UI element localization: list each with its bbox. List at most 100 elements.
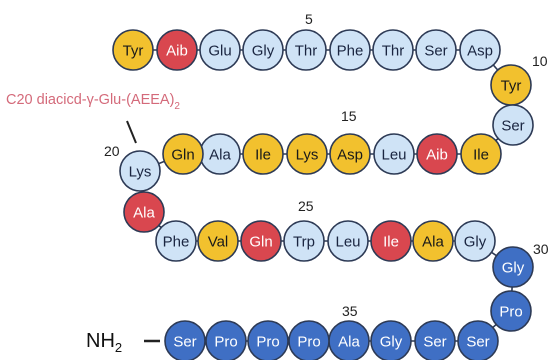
residue-label: Trp: [293, 234, 315, 251]
residue-label: Tyr: [123, 43, 144, 60]
residue-circle: [370, 320, 412, 360]
residue-38-pro: Pro: [205, 320, 247, 360]
residue-circle: [412, 220, 454, 262]
residue-label: Ala: [209, 147, 231, 164]
residue-label: Gly: [502, 260, 525, 277]
position-label-25: 25: [298, 198, 314, 214]
residue-label: Lys: [129, 164, 152, 181]
residue-circle: [415, 29, 457, 71]
residue-label: Gln: [249, 234, 272, 251]
residue-30-gly: Gly: [492, 246, 534, 288]
residue-circle: [460, 133, 502, 175]
residue-circle: [283, 220, 325, 262]
residue-23-val: Val: [197, 220, 239, 262]
residue-13-aib: Aib: [416, 133, 458, 175]
residue-circle: [285, 29, 327, 71]
position-label-10: 10: [532, 53, 548, 69]
residue-circle: [242, 29, 284, 71]
residue-circle: [205, 320, 247, 360]
residue-19-gln: Gln: [162, 133, 204, 175]
residue-label: Leu: [381, 147, 406, 164]
residue-17-ile: Ile: [242, 133, 284, 175]
residue-label: Ser: [423, 334, 446, 351]
modification-label: C20 diacicd-γ-Glu-(AEEA)2: [6, 92, 180, 112]
residue-label: Gly: [380, 334, 403, 351]
residue-31-pro: Pro: [490, 290, 532, 332]
residue-circle: [492, 246, 534, 288]
residue-label: Val: [208, 234, 229, 251]
position-label-30: 30: [533, 241, 549, 257]
residue-circle: [242, 133, 284, 175]
residue-circle: [156, 29, 198, 71]
n-terminus-label: NH2: [86, 330, 122, 355]
residue-label: Phe: [163, 234, 190, 251]
residue-14-leu: Leu: [373, 133, 415, 175]
residue-label: Aib: [166, 43, 188, 60]
residue-25-trp: Trp: [283, 220, 325, 262]
residue-26-leu: Leu: [327, 220, 369, 262]
residue-label: Tyr: [501, 78, 522, 95]
residue-label: Pro: [499, 304, 522, 321]
residue-label: Asp: [337, 147, 363, 164]
residue-circle: [459, 29, 501, 71]
residue-label: Leu: [335, 234, 360, 251]
residue-label: Gly: [464, 234, 487, 251]
residue-label: Pro: [214, 334, 237, 351]
residue-10-tyr: Tyr: [490, 64, 532, 106]
residue-circle: [112, 29, 154, 71]
residue-5-thr: Thr: [285, 29, 327, 71]
residue-label: Ser: [466, 334, 489, 351]
residue-label: Ser: [173, 334, 196, 351]
residue-label: Gln: [171, 147, 194, 164]
residue-33-ser: Ser: [414, 320, 456, 360]
residue-label: Pro: [256, 334, 279, 351]
residue-11-ser: Ser: [492, 104, 534, 146]
residue-24-gln: Gln: [240, 220, 282, 262]
residue-label: Ala: [338, 334, 360, 351]
position-label-20: 20: [104, 143, 120, 159]
residue-label: Asp: [467, 43, 493, 60]
residue-label: Ile: [473, 147, 489, 164]
residue-circle: [490, 290, 532, 332]
residue-39-ser: Ser: [164, 320, 206, 360]
modification-label-main: C20 diacicd-γ-Glu-(AEEA): [6, 92, 174, 108]
position-label-35: 35: [342, 303, 358, 319]
residue-label: Ile: [255, 147, 271, 164]
residue-29-gly: Gly: [454, 220, 496, 262]
peptide-backbone: [133, 49, 514, 342]
residue-36-pro: Pro: [288, 320, 330, 360]
residue-34-gly: Gly: [370, 320, 412, 360]
residue-circle: [329, 133, 371, 175]
residue-label: Ser: [424, 43, 447, 60]
residue-circle: [240, 220, 282, 262]
residue-12-ile: Ile: [460, 133, 502, 175]
residue-circle: [492, 104, 534, 146]
residue-circle: [414, 320, 456, 360]
residue-9-asp: Asp: [459, 29, 501, 71]
residue-37-pro: Pro: [247, 320, 289, 360]
position-label-5: 5: [305, 11, 313, 27]
residue-circle: [286, 133, 328, 175]
residue-label: Pro: [297, 334, 320, 351]
residue-28-ala: Ala: [412, 220, 454, 262]
residue-label: Gly: [252, 43, 275, 60]
residue-label: Aib: [426, 147, 448, 164]
residue-16-lys: Lys: [286, 133, 328, 175]
residue-15-asp: Asp: [329, 133, 371, 175]
residue-4-gly: Gly: [242, 29, 284, 71]
residue-circle: [372, 29, 414, 71]
residue-label: Glu: [208, 43, 231, 60]
residue-circle: [329, 29, 371, 71]
residue-3-glu: Glu: [199, 29, 241, 71]
residue-18-ala: Ala: [199, 133, 241, 175]
residue-circle: [288, 320, 330, 360]
residue-label: Thr: [295, 43, 318, 60]
residue-1-tyr: Tyr: [112, 29, 154, 71]
residue-35-ala: Ala: [328, 320, 370, 360]
residue-6-phe: Phe: [329, 29, 371, 71]
residue-20-lys: Lys: [119, 150, 161, 192]
modification-linker: [126, 120, 137, 144]
n-terminus-subscript: 2: [115, 340, 122, 355]
n-terminus-text: NH: [86, 330, 115, 352]
